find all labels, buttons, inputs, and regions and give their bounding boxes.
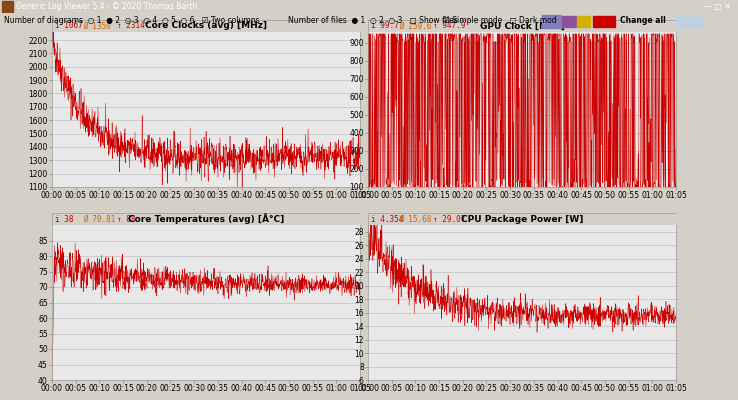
Text: Number of files  ● 1  ○ 2  ○ 3   □ Show files: Number of files ● 1 ○ 2 ○ 3 □ Show files <box>288 16 458 25</box>
Text: ✕: ✕ <box>724 2 731 11</box>
Text: Ø 70.81: Ø 70.81 <box>83 214 115 224</box>
Text: Change all: Change all <box>620 16 666 25</box>
Text: —: — <box>703 2 711 11</box>
Text: GPU Clock [MHz]: GPU Clock [MHz] <box>480 22 565 30</box>
Text: ↑ 2314: ↑ 2314 <box>117 22 145 30</box>
Bar <box>593 16 615 28</box>
Text: i 38: i 38 <box>55 214 74 224</box>
Text: ↑ 88: ↑ 88 <box>117 214 135 224</box>
Text: Ø 259.6: Ø 259.6 <box>399 22 431 30</box>
Text: Generic Log Viewer 5.4 - © 2020 Thomas Barth: Generic Log Viewer 5.4 - © 2020 Thomas B… <box>16 2 198 11</box>
Text: i 4.354: i 4.354 <box>371 214 404 224</box>
Text: ↑ 29.07: ↑ 29.07 <box>432 214 465 224</box>
Bar <box>542 15 561 28</box>
Text: Core Temperatures (avg) [Å°C]: Core Temperatures (avg) [Å°C] <box>128 214 284 224</box>
Text: i 1067: i 1067 <box>55 22 83 30</box>
Text: ☑ Simple mode   □ Dark mod: ☑ Simple mode □ Dark mod <box>443 16 556 25</box>
Bar <box>675 15 689 28</box>
Bar <box>577 16 590 28</box>
Text: ↑ 947.9: ↑ 947.9 <box>432 22 465 30</box>
Text: □: □ <box>714 2 721 11</box>
Text: i 99.7: i 99.7 <box>371 22 399 30</box>
Text: Core Clocks (avg) [MHz]: Core Clocks (avg) [MHz] <box>145 22 267 30</box>
Text: CPU Package Power [W]: CPU Package Power [W] <box>461 214 583 224</box>
Text: Ø 15.68: Ø 15.68 <box>399 214 431 224</box>
Bar <box>690 15 703 28</box>
Text: Ø 1350: Ø 1350 <box>83 22 111 30</box>
Bar <box>2 1 13 12</box>
Text: Number of diagrams  ○ 1  ● 2  ○ 3  ○ 4  ○ 5  ○ 6   ☑ Two columns: Number of diagrams ○ 1 ● 2 ○ 3 ○ 4 ○ 5 ○… <box>4 16 259 25</box>
Bar <box>562 16 576 28</box>
